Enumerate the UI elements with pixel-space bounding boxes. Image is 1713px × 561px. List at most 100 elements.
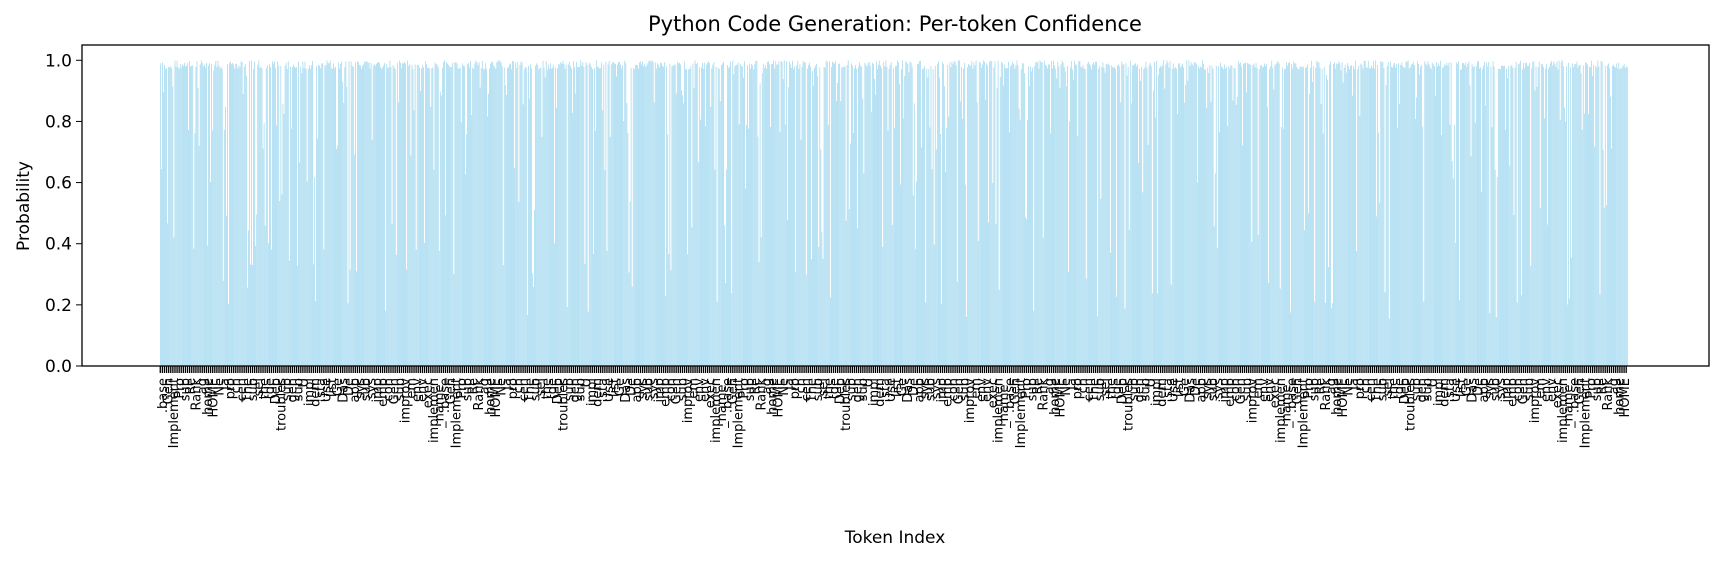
bar bbox=[273, 63, 274, 366]
bar bbox=[1398, 63, 1399, 367]
bar bbox=[338, 62, 339, 366]
bar bbox=[844, 66, 846, 366]
bar bbox=[1128, 229, 1130, 366]
bar bbox=[205, 67, 206, 367]
x-tick-label: improv bbox=[1246, 378, 1261, 424]
bar bbox=[1063, 67, 1065, 367]
bar bbox=[219, 68, 221, 366]
bar bbox=[1530, 265, 1532, 366]
bar bbox=[1117, 65, 1118, 367]
bar bbox=[902, 60, 903, 366]
x-tick-label: (de bbox=[828, 378, 843, 399]
bar bbox=[1422, 126, 1424, 367]
bar bbox=[841, 67, 843, 366]
bar bbox=[870, 111, 872, 366]
bar bbox=[1000, 61, 1002, 367]
bar bbox=[1547, 224, 1548, 366]
x-tick-label: Pro bbox=[455, 378, 470, 399]
bar bbox=[636, 64, 637, 367]
bar bbox=[353, 154, 355, 366]
bar bbox=[245, 75, 247, 366]
x-tick-label: env bbox=[1262, 378, 1277, 402]
bar bbox=[1554, 63, 1556, 366]
bar bbox=[173, 237, 175, 366]
bar bbox=[848, 209, 850, 366]
x-tick-label: Ne bbox=[1059, 378, 1074, 396]
bar bbox=[842, 67, 844, 367]
bar bbox=[863, 173, 865, 366]
bar bbox=[463, 65, 464, 366]
bar bbox=[437, 67, 439, 367]
x-tick-label: (de bbox=[1392, 378, 1407, 399]
bar bbox=[1218, 66, 1219, 367]
x-tick-label: imp bbox=[653, 378, 668, 403]
bar bbox=[957, 60, 959, 367]
x-tick-label: U bbox=[579, 378, 594, 388]
bar bbox=[1552, 65, 1554, 366]
bar bbox=[1296, 66, 1298, 366]
x-tick-label: imp bbox=[935, 378, 950, 403]
bar bbox=[380, 67, 381, 367]
x-tick-label: Pro bbox=[173, 378, 188, 399]
bar bbox=[1238, 63, 1240, 366]
bar bbox=[1553, 61, 1555, 366]
bar bbox=[287, 61, 289, 366]
bar bbox=[1203, 63, 1204, 367]
bar bbox=[262, 148, 264, 366]
x-tick-label: sub bbox=[1240, 378, 1255, 401]
bar bbox=[661, 63, 662, 366]
bar bbox=[330, 67, 332, 367]
bar bbox=[450, 66, 452, 367]
bar bbox=[964, 62, 965, 366]
bar bbox=[1448, 62, 1450, 367]
bar bbox=[789, 61, 790, 367]
bar bbox=[847, 60, 849, 367]
bar bbox=[1146, 68, 1148, 366]
bar bbox=[1179, 63, 1180, 367]
bar bbox=[645, 66, 647, 366]
bar bbox=[491, 62, 492, 367]
bar bbox=[1246, 92, 1247, 367]
bar bbox=[630, 67, 632, 366]
bar bbox=[1124, 308, 1126, 366]
bar bbox=[1359, 115, 1361, 366]
bar bbox=[991, 60, 993, 367]
bar bbox=[185, 66, 186, 366]
bar bbox=[563, 63, 565, 366]
bar bbox=[1451, 161, 1453, 366]
bar bbox=[553, 65, 554, 366]
bar bbox=[806, 68, 808, 367]
bar bbox=[1397, 127, 1398, 367]
bar bbox=[1307, 64, 1308, 367]
bar bbox=[160, 63, 161, 366]
bar bbox=[873, 63, 874, 366]
bar bbox=[646, 65, 648, 367]
x-tick-label: HOME bbox=[1618, 378, 1633, 417]
bar bbox=[1355, 60, 1356, 367]
bar bbox=[777, 64, 779, 366]
bar bbox=[1416, 97, 1417, 367]
bar bbox=[1373, 61, 1374, 367]
x-tick-label: troubles bbox=[274, 378, 289, 431]
bar bbox=[420, 90, 421, 367]
bar bbox=[407, 60, 409, 366]
bar bbox=[832, 61, 833, 366]
bar bbox=[187, 62, 188, 367]
bar bbox=[727, 65, 728, 366]
bar bbox=[1099, 65, 1101, 366]
bar bbox=[478, 62, 480, 366]
bar bbox=[953, 60, 955, 367]
x-tick-label: De bbox=[1189, 378, 1204, 396]
bar bbox=[606, 251, 608, 366]
bar bbox=[1395, 67, 1396, 366]
bar bbox=[1061, 60, 1063, 367]
bar bbox=[323, 249, 325, 366]
bar bbox=[202, 66, 204, 366]
bar bbox=[1207, 67, 1209, 366]
bar bbox=[233, 64, 234, 366]
x-tick-label: Re bbox=[1596, 378, 1611, 394]
y-axis: 0.00.20.40.60.81.0 bbox=[45, 51, 82, 377]
bar bbox=[1204, 69, 1205, 366]
bar bbox=[618, 61, 619, 366]
bar bbox=[1092, 64, 1093, 366]
